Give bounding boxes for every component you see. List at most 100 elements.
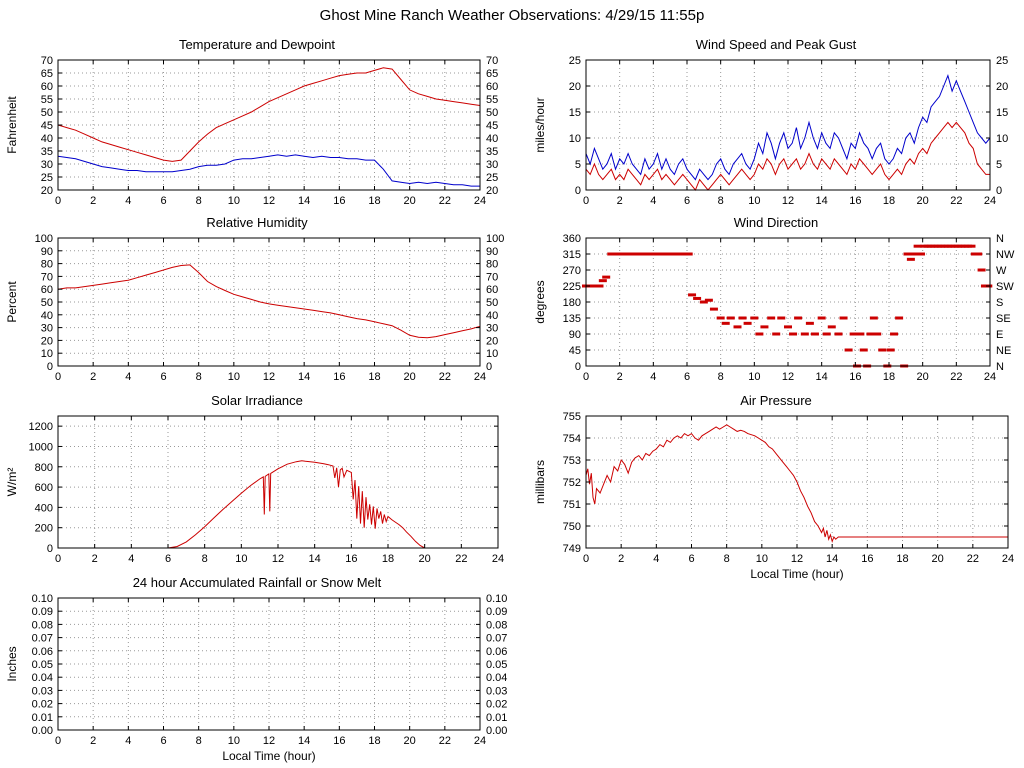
svg-text:752: 752 [563, 477, 581, 489]
svg-text:2: 2 [617, 195, 623, 207]
svg-text:70: 70 [486, 55, 498, 67]
svg-text:90: 90 [41, 246, 53, 258]
rainfall-plot: 0 2 4 6 8 10 12 14 16 18 20 22 240.00 0.000.01 0.010.0… [5, 593, 507, 763]
svg-text:10: 10 [41, 348, 53, 360]
chart-title-air-pressure: Air Pressure [740, 393, 812, 408]
svg-text:30: 30 [41, 159, 53, 171]
svg-text:12: 12 [782, 195, 794, 207]
svg-text:millibars: millibars [533, 460, 547, 504]
svg-text:22: 22 [950, 371, 962, 383]
svg-text:0: 0 [996, 185, 1002, 197]
svg-text:24: 24 [474, 195, 486, 207]
svg-text:0: 0 [575, 185, 581, 197]
svg-text:90: 90 [486, 246, 498, 258]
svg-text:12: 12 [782, 371, 794, 383]
svg-text:2: 2 [617, 371, 623, 383]
svg-text:14: 14 [816, 195, 828, 207]
svg-text:6: 6 [165, 553, 171, 565]
svg-text:0.08: 0.08 [32, 619, 53, 631]
svg-text:15: 15 [569, 107, 581, 119]
chart-rainfall: 24 hour Accumulated Rainfall or Snow Mel… [2, 574, 512, 766]
svg-text:S: S [996, 297, 1003, 309]
svg-text:12: 12 [272, 553, 284, 565]
svg-text:40: 40 [41, 133, 53, 145]
svg-text:50: 50 [486, 297, 498, 309]
chart-title-wind-direction: Wind Direction [733, 215, 819, 230]
svg-text:Local Time (hour): Local Time (hour) [750, 567, 843, 581]
svg-text:2: 2 [90, 735, 96, 747]
svg-text:60: 60 [41, 284, 53, 296]
svg-text:NE: NE [996, 345, 1011, 357]
chart-relative-humidity: Relative Humidity 0 2 4 6 8 10 12 14 16 18 20 22 24 0… [2, 214, 512, 386]
svg-text:5: 5 [996, 159, 1002, 171]
svg-text:12: 12 [263, 735, 275, 747]
svg-text:10: 10 [228, 195, 240, 207]
svg-text:12: 12 [263, 371, 275, 383]
svg-text:14: 14 [298, 195, 310, 207]
svg-text:40: 40 [41, 310, 53, 322]
svg-text:24: 24 [474, 371, 486, 383]
svg-text:14: 14 [826, 553, 838, 565]
svg-text:0.08: 0.08 [486, 619, 507, 631]
svg-text:40: 40 [486, 133, 498, 145]
page-title: Ghost Mine Ranch Weather Observations: 4… [319, 7, 705, 24]
svg-text:0.03: 0.03 [486, 685, 507, 697]
svg-text:0.01: 0.01 [486, 712, 507, 724]
svg-text:0: 0 [47, 543, 53, 555]
svg-text:12: 12 [791, 553, 803, 565]
svg-text:20: 20 [41, 185, 53, 197]
svg-text:18: 18 [368, 195, 380, 207]
svg-text:10: 10 [486, 348, 498, 360]
svg-text:14: 14 [298, 371, 310, 383]
svg-text:10: 10 [228, 371, 240, 383]
chart-air-pressure: Air Pressure 0 2 4 6 8 10 12 14 16 18 20 22 24 749 750… [530, 392, 1022, 584]
svg-text:SE: SE [996, 313, 1011, 325]
svg-text:4: 4 [653, 553, 659, 565]
chart-title-temperature-dewpoint: Temperature and Dewpoint [178, 37, 336, 52]
svg-text:15: 15 [996, 107, 1008, 119]
svg-text:4: 4 [650, 371, 656, 383]
svg-text:0.05: 0.05 [486, 659, 507, 671]
svg-text:360: 360 [563, 233, 581, 245]
svg-text:20: 20 [486, 335, 498, 347]
svg-text:10: 10 [748, 195, 760, 207]
svg-text:80: 80 [41, 259, 53, 271]
svg-text:1000: 1000 [29, 441, 53, 453]
svg-text:0: 0 [55, 553, 61, 565]
svg-text:16: 16 [333, 735, 345, 747]
svg-text:24: 24 [984, 371, 996, 383]
svg-text:16: 16 [861, 553, 873, 565]
svg-text:90: 90 [569, 329, 581, 341]
svg-text:0: 0 [583, 195, 589, 207]
svg-text:45: 45 [41, 120, 53, 132]
svg-text:50: 50 [41, 107, 53, 119]
svg-text:2: 2 [90, 371, 96, 383]
svg-text:0.10: 0.10 [32, 593, 53, 605]
svg-text:35: 35 [41, 146, 53, 158]
svg-text:135: 135 [563, 313, 581, 325]
svg-text:E: E [996, 329, 1003, 341]
svg-text:24: 24 [1002, 553, 1014, 565]
svg-text:315: 315 [563, 249, 581, 261]
svg-text:Fahrenheit: Fahrenheit [5, 96, 19, 154]
svg-text:6: 6 [688, 553, 694, 565]
svg-text:270: 270 [563, 265, 581, 277]
svg-text:200: 200 [35, 523, 53, 535]
svg-text:18: 18 [896, 553, 908, 565]
svg-text:45: 45 [569, 345, 581, 357]
svg-text:degrees: degrees [533, 280, 547, 323]
solar-irradiance-plot: 0 2 4 6 8 10 12 14 16 18 20 22 240200400600800100012… [5, 415, 504, 565]
svg-text:0.03: 0.03 [32, 685, 53, 697]
svg-text:55: 55 [41, 94, 53, 106]
svg-text:180: 180 [563, 297, 581, 309]
svg-text:18: 18 [368, 735, 380, 747]
chart-wind-direction: Wind Direction 0 2 4 6 8 10 12 14 16 18 20 22 24 0 N 45… [530, 214, 1022, 386]
svg-text:100: 100 [486, 233, 504, 245]
svg-text:22: 22 [439, 195, 451, 207]
chart-title-relative-humidity: Relative Humidity [206, 215, 308, 230]
svg-text:25: 25 [996, 55, 1008, 67]
svg-text:20: 20 [917, 371, 929, 383]
